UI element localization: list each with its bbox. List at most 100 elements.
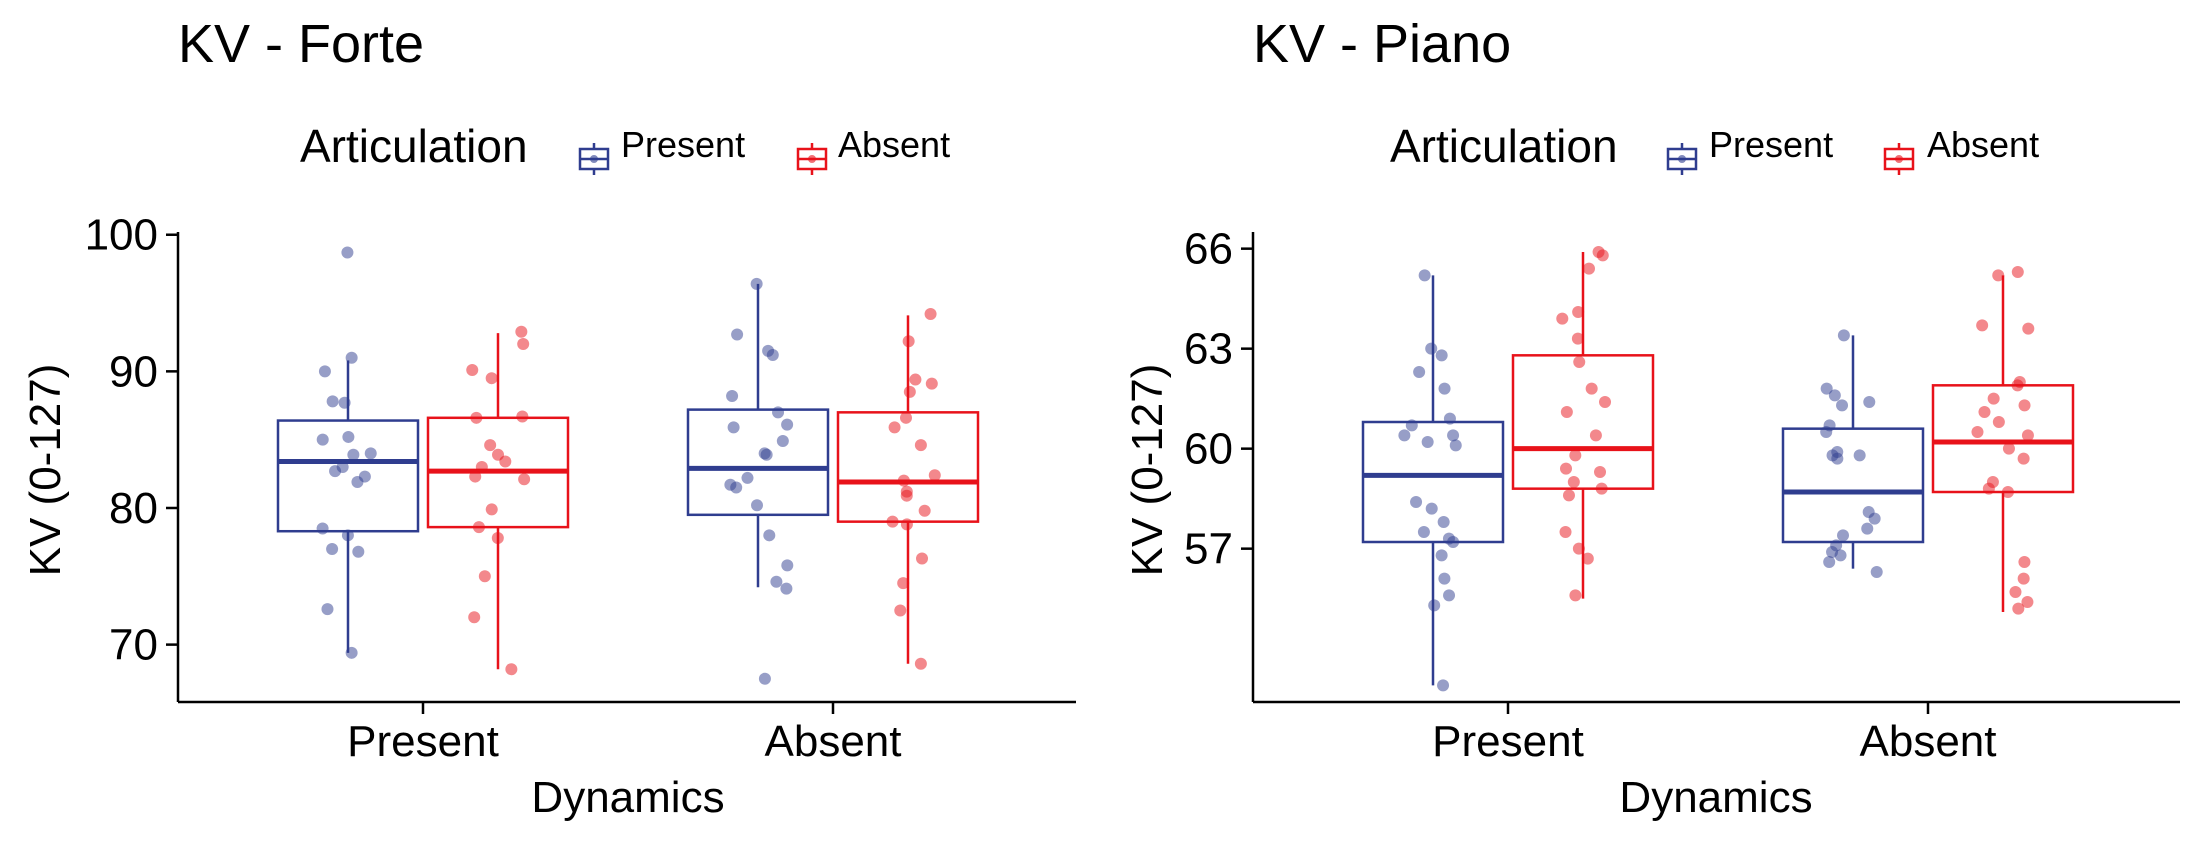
data-point [1398,429,1411,442]
data-point [505,663,518,676]
data-point [2021,429,2034,442]
data-point [2017,572,2030,585]
data-point [316,522,329,535]
plot-area: 70 80 90 100 Present Absent [85,211,1076,766]
data-point [914,439,927,452]
plot-area: 57 60 63 66 Present Absent [1184,225,2180,766]
data-point [1582,262,1595,275]
data-point [2001,486,2014,498]
data-point [897,474,910,487]
data-point [329,465,342,478]
data-point [781,418,794,431]
data-point [1837,529,1850,542]
data-point [326,542,339,555]
panel-kv-forte: KV - Forte Articulation Present Absent 7… [21,14,1076,822]
data-point [469,470,482,483]
data-point [1987,392,2000,405]
boxplot-present-absent [1511,246,1655,602]
data-point [499,455,512,468]
data-point [2002,442,2015,455]
boxplot-absent-absent [1931,266,2075,615]
data-point [1982,482,1995,495]
legend-title: Articulation [1390,120,1618,172]
legend-key-point [1678,155,1686,163]
data-point [341,529,354,542]
data-point [900,518,913,531]
data-point [1410,496,1423,508]
data-point [758,672,771,685]
legend: Articulation Present Absent [300,120,950,175]
data-point [1417,526,1430,538]
data-point [1447,536,1460,548]
boxplot-absent-absent [836,307,980,670]
data-point [2022,322,2035,335]
data-point [2021,596,2034,608]
data-point [1443,412,1456,425]
data-point [1438,382,1451,395]
data-point [351,476,364,489]
data-point [916,552,929,565]
data-point [345,646,358,659]
data-point [478,570,491,583]
data-point [1834,549,1847,562]
legend-key-point [808,155,816,163]
data-point [750,277,763,290]
y-tick-label: 60 [1184,425,1233,474]
data-point [1831,452,1844,465]
data-point [894,604,907,617]
x-tick-label: Absent [1860,717,1997,766]
data-point [2012,602,2025,615]
data-point [928,469,941,482]
box [686,408,830,517]
y-tick-label: 66 [1184,225,1233,274]
data-point [517,338,530,351]
data-point [726,389,739,402]
data-point [900,411,913,424]
data-point [515,325,528,338]
data-point [1823,556,1836,568]
y-axis-title: KV (0-127) [21,364,70,577]
data-point [1560,462,1573,475]
box [1781,427,1925,544]
data-point [1992,269,2005,282]
data-point [763,529,776,542]
data-point [918,504,931,517]
data-point [1971,426,1984,438]
x-tick-label: Present [347,717,499,766]
data-point [1836,399,1849,412]
legend-label-present: Present [1709,124,1833,165]
box [1511,354,1655,490]
legend-label-absent: Absent [838,124,950,165]
data-point [1828,389,1841,402]
legend-key-absent [796,143,828,175]
data-point [1594,466,1607,478]
panel-kv-piano: KV - Piano Articulation Present Absent 5… [1123,14,2180,822]
data-point [1413,366,1426,378]
data-point [2011,379,2024,392]
data-point [470,411,483,424]
box [1931,384,2075,494]
data-point [1572,542,1585,555]
data-point [1428,599,1441,612]
data-point [316,433,329,446]
data-point [1572,306,1585,318]
data-point [468,611,481,624]
data-point [1562,489,1575,502]
legend-key-absent [1883,143,1915,175]
legend-key-present [1666,143,1698,175]
data-point [760,448,773,461]
data-point [731,328,744,341]
data-point [1599,396,1612,408]
data-point [727,421,740,434]
data-point [1863,396,1876,408]
data-point [886,515,899,528]
box [836,411,980,523]
data-point [1437,679,1450,692]
data-point [1569,449,1582,462]
data-point [1978,406,1991,418]
data-point [518,473,531,486]
data-point [484,439,497,452]
data-point [485,503,498,516]
data-point [900,489,913,502]
